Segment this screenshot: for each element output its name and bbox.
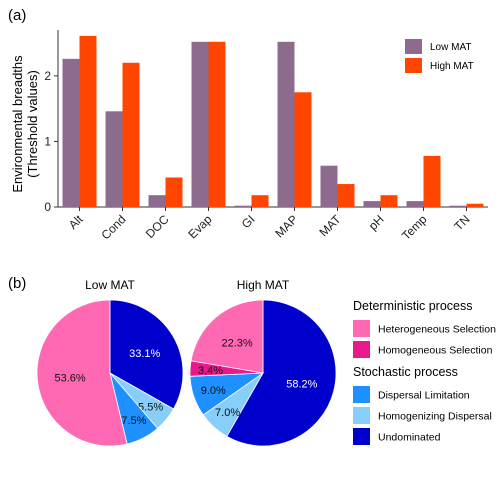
- x-tick-label-mat: MAT: [316, 212, 344, 240]
- pie-legend-label-homogeneous-selection: Homogeneous Selection: [378, 345, 493, 357]
- pie-label-heterogeneous-selection: 53.6%: [55, 373, 86, 385]
- pie-legend-label-homogenizing-dispersal: Homogenizing Dispersal: [378, 411, 492, 423]
- pie-legend: Deterministic process Heterogeneous Selec…: [353, 299, 496, 445]
- ylabel-line2: (Threshold values): [25, 70, 40, 178]
- bar-high-mat-tn: [466, 203, 484, 207]
- bar-low-mat-doc: [148, 195, 166, 207]
- pie-slice-heterogeneous-selection: [36, 299, 128, 447]
- pie-title-high-mat: High MAT: [237, 278, 290, 292]
- pie-label-homogenizing-dispersal: 7.0%: [215, 407, 240, 419]
- pie-low-mat: 33.1% 5.5% 7.5% 53.6%: [36, 299, 184, 447]
- x-tick-label-ph: pH: [366, 212, 387, 233]
- pie-legend-swatch-homogeneous-selection: [353, 341, 370, 358]
- bar-high-mat-alt: [79, 35, 97, 208]
- bar-y-ticks: 0 1 2: [44, 69, 58, 214]
- legend-swatch-high-mat: [405, 58, 422, 73]
- pie-legend-label-dispersal-limitation: Dispersal Limitation: [378, 390, 470, 402]
- y-tick-label: 2: [44, 69, 51, 83]
- bar-high-mat-map: [294, 92, 312, 207]
- bar-legend: Low MAT High MAT: [405, 39, 474, 73]
- panel-label-a: (a): [8, 7, 26, 24]
- legend-swatch-low-mat: [405, 39, 422, 54]
- pie-slice-heterogeneous-selection: [190, 299, 264, 374]
- x-tick-label-temp: Temp: [399, 212, 430, 243]
- y-tick-label: 0: [44, 200, 51, 214]
- bar-low-mat-map: [277, 41, 295, 207]
- pie-label-dispersal-limitation: 9.0%: [201, 385, 226, 397]
- bar-low-mat-alt: [62, 58, 80, 207]
- pie-label-dispersal-limitation: 7.5%: [121, 415, 146, 427]
- pie-label-heterogeneous-selection: 22.3%: [221, 337, 252, 349]
- pie-legend-label-heterogeneous-selection: Heterogeneous Selection: [378, 324, 496, 336]
- bar-high-mat-evap: [208, 41, 226, 207]
- bar-low-mat-evap: [191, 41, 209, 207]
- pie-slice-undominated: [109, 299, 184, 410]
- bar-high-mat-cond: [122, 62, 140, 208]
- x-tick-label-tn: TN: [451, 212, 472, 233]
- bar-low-mat-tn: [449, 205, 467, 207]
- bar-low-mat-gi: [234, 205, 252, 207]
- pie-label-homogeneous-selection: 3.4%: [198, 365, 223, 377]
- bar-high-mat-gi: [251, 195, 269, 207]
- pie-legend-swatch-homogenizing-dispersal: [353, 407, 370, 424]
- bar-x-tick-labels: Alt Cond DOC Evap GI MAP MAT pH Temp TN: [66, 207, 473, 243]
- pie-label-homogenizing-dispersal: 5.5%: [138, 401, 163, 413]
- bar-marks: [62, 35, 484, 208]
- bar-ylabel: Environmental breadths (Threshold values…: [10, 55, 40, 193]
- pie-slice-undominated: [226, 299, 337, 447]
- pie-label-undominated: 58.2%: [286, 378, 317, 390]
- panel-label-b: (b): [8, 275, 26, 292]
- pie-legend-swatch-heterogeneous-selection: [353, 320, 370, 337]
- pie-legend-swatch-dispersal-limitation: [353, 386, 370, 403]
- pie-high-mat: 58.2% 7.0% 9.0% 3.4% 22.3%: [189, 299, 337, 447]
- legend-label-high-mat: High MAT: [430, 61, 474, 72]
- pie-legend-group-title: Stochastic process: [353, 365, 458, 379]
- pie-title-low-mat: Low MAT: [85, 278, 135, 292]
- x-tick-label-doc: DOC: [143, 212, 172, 241]
- legend-label-low-mat: Low MAT: [430, 42, 472, 53]
- x-tick-label-alt: Alt: [66, 212, 86, 232]
- bar-high-mat-mat: [337, 184, 355, 207]
- x-tick-label-evap: Evap: [185, 212, 214, 241]
- bar-low-mat-mat: [320, 165, 338, 207]
- pie-legend-swatch-undominated: [353, 428, 370, 445]
- pie-legend-group-title: Deterministic process: [353, 299, 472, 313]
- bar-low-mat-ph: [363, 201, 381, 207]
- pie-label-undominated: 33.1%: [129, 348, 160, 360]
- y-tick-label: 1: [44, 134, 51, 148]
- x-tick-label-gi: GI: [239, 212, 258, 231]
- bar-high-mat-ph: [380, 195, 398, 207]
- bar-low-mat-temp: [406, 201, 424, 207]
- ylabel-line1: Environmental breadths: [10, 55, 25, 193]
- pie-legend-label-undominated: Undominated: [378, 432, 441, 444]
- x-tick-label-cond: Cond: [98, 212, 128, 242]
- bar-high-mat-temp: [423, 155, 441, 207]
- bar-low-mat-cond: [105, 111, 123, 207]
- x-tick-label-map: MAP: [272, 212, 300, 240]
- bar-high-mat-doc: [165, 177, 183, 207]
